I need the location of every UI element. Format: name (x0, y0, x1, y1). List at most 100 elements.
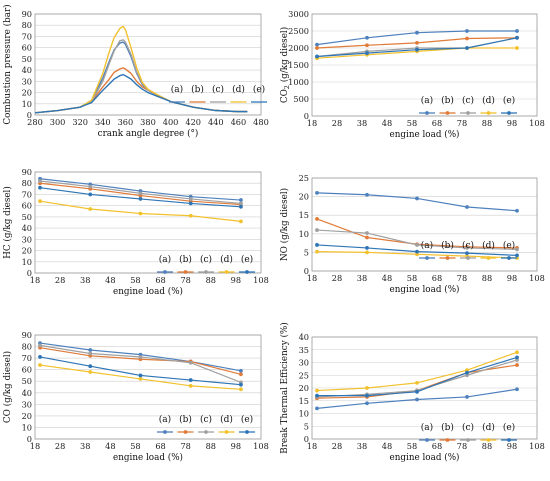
data-point-d (38, 199, 42, 204)
legend-label-c: (c) (462, 422, 474, 433)
data-point-e (38, 355, 42, 359)
data-point-e (515, 253, 519, 258)
legend-label-c: (c) (200, 414, 212, 425)
chart-panel-p2: 0 500 1000 1500 2000 2500 3000 18 28 38 48 58 68 78 88… (279, 9, 545, 140)
legend-label-c: (c) (462, 240, 474, 251)
series-line-d (34, 25, 248, 114)
y-tick-label: 2000 (288, 43, 309, 53)
x-tick-label: 108 (529, 273, 545, 283)
data-point-b (315, 217, 319, 221)
data-point-b (315, 46, 319, 50)
x-tick-label: 18 (30, 441, 40, 451)
y-tick-label: 40 (299, 332, 309, 342)
x-tick-label: 98 (231, 441, 241, 451)
legend-marker-b (445, 256, 450, 260)
chart-panel-p4: 0 5 10 15 20 25 18 28 38 48 58 68 78 88 98 108 engine lo… (279, 173, 545, 295)
x-tick-label: 108 (529, 118, 545, 128)
legend-label-d: (d) (482, 240, 495, 251)
data-point-d (315, 388, 319, 393)
data-point-e (515, 35, 519, 40)
data-point-d (138, 377, 143, 381)
x-axis-label: crank angle degree (°) (98, 128, 199, 139)
y-tick-label: 0 (304, 266, 309, 276)
data-point-e (188, 201, 193, 206)
y-tick-label: 80 (22, 20, 32, 30)
x-tick-label: 58 (130, 275, 140, 285)
y-tick-label: 60 (22, 201, 32, 211)
x-tick-label: 68 (432, 441, 442, 451)
data-point-e (465, 251, 469, 256)
data-point-a (315, 42, 319, 47)
x-tick-label: 18 (307, 441, 317, 451)
y-tick-label: 20 (22, 246, 32, 256)
data-point-c (138, 355, 143, 359)
data-point-e (138, 197, 143, 201)
legend-marker-c (466, 438, 470, 442)
y-tick-label: 15 (299, 396, 309, 406)
x-tick-label: 58 (130, 441, 140, 451)
data-point-e (88, 364, 93, 369)
y-tick-label: 40 (22, 388, 32, 398)
x-tick-label: 88 (482, 273, 492, 283)
legend-marker-d (486, 438, 491, 442)
legend-marker-b (183, 430, 188, 434)
x-axis-label: engine load (%) (390, 452, 460, 463)
y-tick-label: 80 (22, 342, 32, 352)
x-tick-label: 28 (332, 441, 342, 451)
y-tick-label: 30 (299, 358, 309, 368)
series-line-d (316, 351, 518, 392)
x-tick-label: 98 (231, 275, 241, 285)
y-tick-label: 0 (304, 434, 309, 444)
legend-label-d: (d) (220, 414, 233, 425)
y-axis-label: CO2 (g/kg diesel) (279, 27, 291, 103)
data-point-c (315, 228, 319, 232)
y-tick-label: 10 (299, 229, 309, 239)
data-point-a (239, 368, 243, 373)
legend-marker-e (507, 438, 511, 442)
legend-label-b: (b) (441, 240, 454, 251)
y-tick-label: 1000 (288, 77, 309, 87)
x-tick-label: 68 (155, 275, 165, 285)
y-tick-label: 35 (299, 345, 309, 355)
x-tick-label: 78 (457, 273, 467, 283)
data-point-d (138, 211, 143, 216)
legend-label-e: (e) (503, 95, 515, 106)
legend-label-e: (e) (253, 84, 265, 95)
data-point-a (365, 35, 369, 40)
plot-frame (34, 171, 262, 274)
legend-label-b: (b) (441, 95, 454, 106)
data-point-e (365, 51, 369, 55)
data-point-c (188, 360, 193, 365)
y-axis-label: Break Thermal Efficiency (%) (279, 322, 290, 453)
x-tick-label: 480 (253, 117, 269, 127)
x-tick-label: 98 (507, 441, 517, 451)
legend-marker-e (507, 111, 511, 115)
data-point-e (515, 355, 519, 360)
data-point-a (465, 205, 469, 209)
x-tick-label: 108 (529, 441, 545, 451)
x-tick-label: 108 (253, 441, 269, 451)
data-point-b (515, 363, 519, 367)
data-point-d (365, 386, 369, 390)
y-tick-label: 10 (22, 99, 32, 109)
x-tick-label: 48 (105, 441, 115, 451)
x-tick-label: 380 (140, 117, 156, 127)
x-tick-label: 38 (357, 118, 367, 128)
data-point-c (138, 191, 143, 196)
y-tick-label: 0 (27, 434, 32, 444)
x-tick-label: 98 (507, 273, 517, 283)
legend-marker-c (204, 430, 208, 434)
x-axis-label: engine load (%) (113, 452, 183, 463)
y-tick-label: 70 (22, 189, 32, 199)
y-tick-label: 3000 (288, 9, 309, 19)
legend-marker-b (445, 438, 450, 442)
data-point-d (38, 363, 42, 367)
data-point-a (465, 29, 469, 33)
data-point-d (88, 207, 93, 211)
legend-label-a: (a) (171, 84, 183, 95)
x-tick-label: 28 (55, 441, 65, 451)
legend-label-b: (b) (191, 84, 204, 95)
